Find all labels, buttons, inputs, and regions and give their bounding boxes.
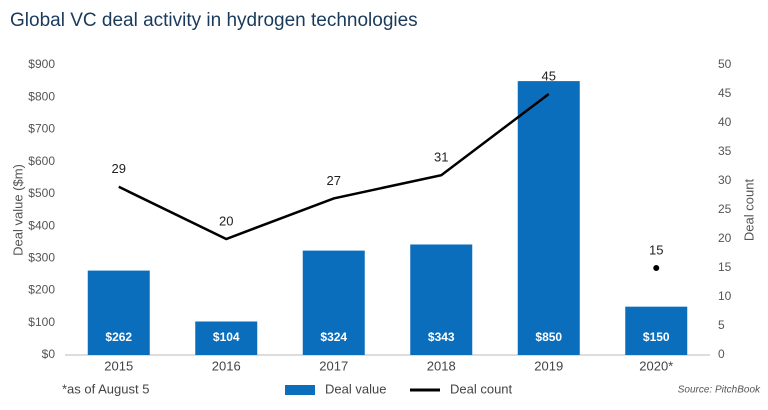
bar-value-label: $150: [643, 330, 670, 344]
y2-tick-label: 35: [718, 144, 732, 158]
source: Source: PitchBook: [678, 385, 761, 396]
y2-tick-label: 20: [718, 231, 732, 245]
line: [118, 93, 550, 241]
line-value-label: 45: [542, 68, 556, 83]
x-tick-label: 2020*: [639, 358, 673, 373]
y-axis-label: Deal value ($m): [10, 164, 25, 256]
x-tick-label: 2019: [534, 358, 563, 373]
y2-tick-label: 15: [718, 260, 732, 274]
bar: [87, 270, 150, 355]
y2-tick-label: 10: [718, 289, 732, 303]
line-value-label: 20: [219, 213, 233, 228]
line-value-label: 29: [112, 161, 126, 176]
bar: [517, 81, 580, 355]
bar-value-label: $343: [428, 330, 455, 344]
x-tick-label: 2018: [427, 358, 456, 373]
legend-label: Deal count: [450, 381, 513, 396]
y2-tick-label: 25: [718, 202, 732, 216]
y-tick-label: $800: [28, 89, 55, 103]
y-tick-label: $500: [28, 186, 55, 200]
legend-label: Deal value: [325, 381, 386, 396]
y-tick-label: $300: [28, 251, 55, 265]
y-tick-label: $100: [28, 315, 55, 329]
y-tick-label: $200: [28, 283, 55, 297]
y2-tick-label: 0: [718, 347, 725, 361]
line-value-label: 31: [434, 150, 448, 165]
x-tick-label: 2016: [212, 358, 241, 373]
y2-tick-label: 45: [718, 86, 732, 100]
bar: [625, 306, 688, 355]
bar: [195, 321, 258, 355]
bar-value-label: $104: [213, 330, 240, 344]
x-tick-label: 2017: [319, 358, 348, 373]
y2-tick-label: 50: [718, 57, 732, 71]
legend-swatch: [285, 385, 315, 395]
y2-tick-label: 30: [718, 173, 732, 187]
bar: [410, 244, 473, 355]
line-value-label: 27: [327, 173, 341, 188]
chart-title: Global VC deal activity in hydrogen tech…: [10, 10, 418, 31]
y-tick-label: $600: [28, 154, 55, 168]
x-tick-label: 2015: [104, 358, 133, 373]
y2-axis-label: Deal count: [741, 179, 756, 242]
bar-value-label: $850: [535, 330, 562, 344]
line-point: [653, 265, 660, 271]
bar-value-label: $262: [105, 330, 132, 344]
y2-tick-label: 40: [718, 115, 732, 129]
y-tick-label: $700: [28, 122, 55, 136]
bar-value-label: $324: [320, 330, 347, 344]
bar: [302, 250, 365, 355]
y-tick-label: $900: [28, 57, 55, 71]
y2-tick-label: 5: [718, 318, 725, 332]
y-tick-label: $400: [28, 218, 55, 232]
line-value-label: 15: [649, 242, 663, 257]
y-tick-label: $0: [42, 347, 56, 361]
footnote: *as of August 5: [62, 381, 149, 396]
